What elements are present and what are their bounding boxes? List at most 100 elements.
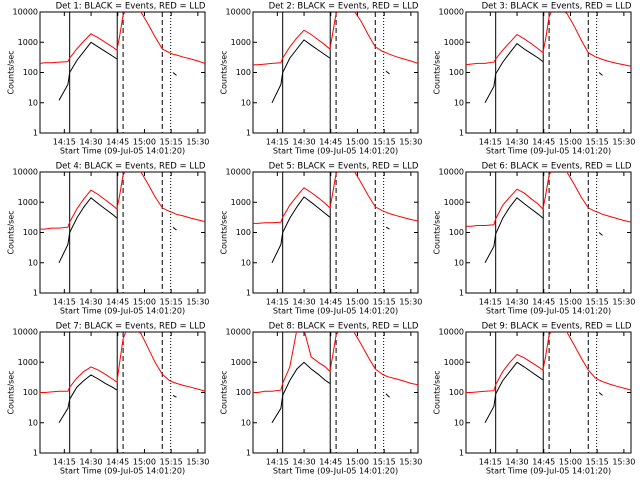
- x-tick-label: 15:30: [186, 138, 209, 147]
- x-tick-label: 14:15: [266, 458, 289, 467]
- x-tick-label: 14:15: [53, 138, 76, 147]
- x-tick-label: 15:15: [160, 138, 183, 147]
- series-line: [40, 12, 205, 64]
- panel: Det 5: BLACK = Events, RED = LLD Counts/s…: [220, 162, 423, 316]
- series-line: [484, 197, 603, 264]
- x-tick-label: 15:00: [346, 138, 369, 147]
- x-tick-label: 15:15: [586, 298, 609, 307]
- series-line: [271, 39, 390, 104]
- y-tick-label: 100: [236, 388, 251, 397]
- chart-title: Det 1: BLACK = Events, RED = LLD: [56, 2, 206, 12]
- y-tick-label: 10000: [13, 328, 38, 337]
- y-axis-label: Counts/sec: [433, 370, 442, 414]
- y-tick-label: 1000: [444, 38, 464, 47]
- series-line: [484, 361, 603, 424]
- series-line: [466, 12, 631, 67]
- chart-title: Det 3: BLACK = Events, RED = LLD: [482, 2, 632, 12]
- x-tick-label: 15:00: [559, 298, 582, 307]
- y-tick-label: 100: [236, 228, 251, 237]
- x-tick-label: 14:30: [506, 138, 529, 147]
- y-tick-label: 100: [23, 68, 38, 77]
- x-tick-label: 14:30: [80, 138, 103, 147]
- y-tick-label: 10: [28, 98, 38, 107]
- y-tick-label: 1000: [231, 38, 251, 47]
- chart-title: Det 5: BLACK = Events, RED = LLD: [269, 162, 419, 172]
- x-tick-label: 15:00: [346, 298, 369, 307]
- panel: Det 8: BLACK = Events, RED = LLD Counts/s…: [220, 322, 423, 476]
- y-tick-label: 10000: [439, 168, 464, 177]
- panel: Det 9: BLACK = Events, RED = LLD Counts/s…: [433, 322, 636, 476]
- y-axis-label: Counts/sec: [220, 210, 229, 254]
- x-tick-label: 14:30: [293, 458, 316, 467]
- y-tick-label: 1000: [444, 358, 464, 367]
- y-tick-label: 100: [23, 388, 38, 397]
- x-tick-label: 14:30: [293, 298, 316, 307]
- x-tick-label: 15:00: [133, 138, 156, 147]
- y-tick-label: 1: [33, 449, 38, 458]
- panel: Det 1: BLACK = Events, RED = LLD Counts/s…: [7, 2, 210, 156]
- y-tick-label: 10: [454, 98, 464, 107]
- y-tick-label: 1: [459, 289, 464, 298]
- y-tick-label: 1000: [231, 198, 251, 207]
- x-tick-label: 14:15: [266, 138, 289, 147]
- x-tick-label: 14:30: [80, 298, 103, 307]
- x-tick-label: 15:15: [373, 298, 396, 307]
- panel: Det 4: BLACK = Events, RED = LLD Counts/s…: [7, 162, 210, 316]
- x-tick-label: 14:30: [506, 458, 529, 467]
- chart-title: Det 6: BLACK = Events, RED = LLD: [482, 162, 632, 172]
- series-line: [466, 332, 631, 393]
- series-line: [271, 196, 390, 264]
- y-tick-label: 10: [28, 418, 38, 427]
- panel: Det 2: BLACK = Events, RED = LLD Counts/s…: [220, 2, 423, 156]
- y-tick-label: 10000: [13, 8, 38, 17]
- x-tick-label: 15:30: [399, 298, 422, 307]
- x-tick-label: 14:30: [80, 458, 103, 467]
- x-tick-label: 14:15: [266, 298, 289, 307]
- y-tick-label: 10000: [226, 8, 251, 17]
- x-tick-label: 14:15: [479, 458, 502, 467]
- x-tick-label: 15:00: [133, 298, 156, 307]
- series-line: [40, 332, 205, 393]
- x-tick-label: 14:45: [532, 138, 555, 147]
- y-tick-label: 10000: [439, 8, 464, 17]
- x-tick-label: 15:30: [399, 138, 422, 147]
- y-axis-label: Counts/sec: [220, 50, 229, 94]
- panel: Det 3: BLACK = Events, RED = LLD Counts/s…: [433, 2, 636, 156]
- x-tick-label: 15:30: [399, 458, 422, 467]
- x-tick-label: 15:15: [160, 458, 183, 467]
- x-tick-label: 14:15: [479, 298, 502, 307]
- y-tick-label: 10: [28, 258, 38, 267]
- series-line: [484, 42, 603, 104]
- chart-title: Det 8: BLACK = Events, RED = LLD: [269, 322, 419, 332]
- x-tick-label: 15:15: [373, 458, 396, 467]
- y-tick-label: 1000: [18, 198, 38, 207]
- y-tick-label: 10000: [439, 328, 464, 337]
- x-tick-label: 15:00: [559, 138, 582, 147]
- x-axis-label: Start Time (09-Jul-05 14:01:20): [486, 467, 611, 476]
- x-tick-label: 15:15: [160, 298, 183, 307]
- x-axis-label: Start Time (09-Jul-05 14:01:20): [60, 307, 185, 316]
- y-tick-label: 100: [449, 228, 464, 237]
- y-tick-label: 1000: [444, 198, 464, 207]
- y-tick-label: 100: [449, 68, 464, 77]
- y-tick-label: 1: [246, 289, 251, 298]
- y-axis-label: Counts/sec: [7, 210, 16, 254]
- chart-title: Det 7: BLACK = Events, RED = LLD: [56, 322, 206, 332]
- x-tick-label: 14:45: [319, 298, 342, 307]
- x-tick-label: 14:45: [319, 138, 342, 147]
- x-tick-label: 15:30: [612, 458, 635, 467]
- y-axis-label: Counts/sec: [7, 370, 16, 414]
- chart-title: Det 4: BLACK = Events, RED = LLD: [56, 162, 206, 172]
- series-line: [40, 172, 205, 230]
- x-tick-label: 15:30: [612, 298, 635, 307]
- x-tick-label: 15:15: [586, 458, 609, 467]
- x-tick-label: 14:45: [532, 298, 555, 307]
- x-tick-label: 14:15: [53, 298, 76, 307]
- y-tick-label: 1: [246, 129, 251, 138]
- x-tick-label: 15:00: [559, 458, 582, 467]
- y-tick-label: 1: [459, 129, 464, 138]
- x-tick-label: 14:45: [106, 458, 129, 467]
- y-tick-label: 10: [454, 418, 464, 427]
- x-tick-label: 14:15: [479, 138, 502, 147]
